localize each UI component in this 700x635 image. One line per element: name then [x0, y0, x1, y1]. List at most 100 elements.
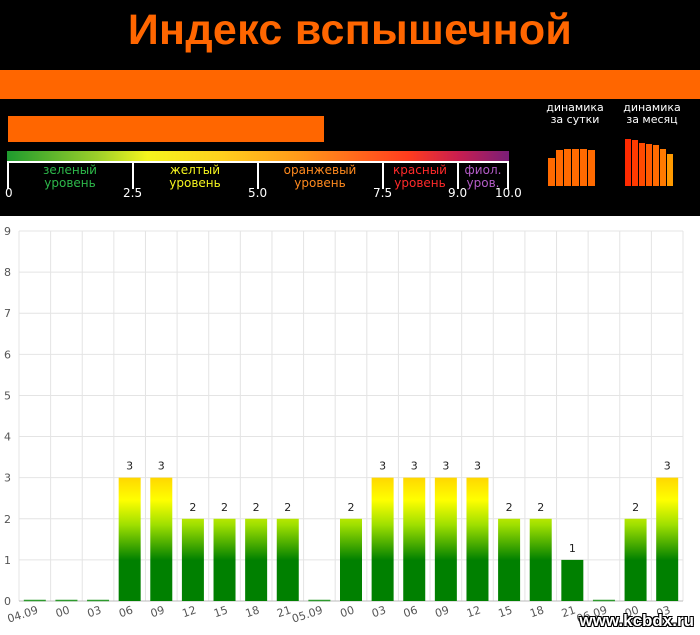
- x-tick-label-11: 03: [370, 603, 387, 620]
- x-tick-label-16: 18: [528, 603, 545, 620]
- level-violet-line2: уров.: [466, 176, 500, 190]
- scale-tick-label-2.5: 2.5: [123, 186, 143, 200]
- dynamics-month-bar-0: [625, 139, 631, 186]
- y-tick-label: 6: [4, 348, 11, 361]
- dynamics-day-bar-5: [588, 150, 595, 186]
- level-violet-line1: фиол.: [464, 163, 502, 177]
- x-tick-label-19: 00: [623, 603, 640, 620]
- title-underline-band: [0, 70, 700, 99]
- scale-tick-9: [457, 161, 459, 189]
- bar-14: [466, 477, 489, 601]
- bar-value-label-13: 3: [442, 460, 449, 473]
- level-green-label: зеленый уровень: [10, 164, 130, 190]
- scale-tick-label-7.5: 7.5: [373, 186, 393, 200]
- bar-12: [403, 477, 426, 601]
- y-tick-label: 3: [4, 472, 11, 485]
- level-yellow-label: желтый уровень: [135, 164, 255, 190]
- bar-value-label-19: 2: [632, 501, 639, 514]
- x-tick-label-3: 06: [117, 603, 134, 620]
- level-green-line1: зеленый: [43, 163, 97, 177]
- dynamics-day-title-line2: за сутки: [550, 113, 600, 126]
- dynamics-day-title-line1: динамика: [546, 101, 604, 114]
- x-tick-label-6: 15: [212, 603, 229, 620]
- bar-6: [213, 518, 236, 601]
- bar-16: [529, 518, 552, 601]
- y-tick-label: 7: [4, 307, 11, 320]
- watermark-text: www.kcbdx.ru: [579, 611, 694, 630]
- bar-value-label-17: 1: [569, 542, 576, 555]
- y-tick-label: 1: [4, 554, 11, 567]
- x-tick-label-20: 03: [655, 603, 672, 620]
- y-tick-label: 8: [4, 266, 11, 279]
- x-tick-label-7: 18: [244, 603, 261, 620]
- bar-7: [245, 518, 268, 601]
- bar-13: [434, 477, 457, 601]
- bar-value-label-8: 2: [284, 501, 291, 514]
- y-tick-label: 2: [4, 513, 11, 526]
- bar-value-label-3: 3: [126, 460, 133, 473]
- y-tick-label: 0: [4, 595, 11, 608]
- dynamics-month-bar-1: [632, 140, 638, 186]
- level-yellow-line1: желтый: [169, 163, 221, 177]
- x-tick-label-4: 09: [149, 603, 166, 620]
- level-red-label: красный уровень: [385, 164, 455, 190]
- level-orange-label: оранжевый уровень: [260, 164, 380, 190]
- dynamics-day-bar-0: [548, 158, 555, 186]
- x-tick-label-9: 05.09: [290, 603, 324, 625]
- level-violet-label: фиол. уров.: [459, 164, 507, 190]
- bar-value-label-11: 3: [379, 460, 386, 473]
- x-tick-label-1: 00: [54, 603, 71, 620]
- bar-5: [181, 518, 204, 601]
- bar-4: [150, 477, 173, 601]
- dynamics-day-bar-1: [556, 150, 563, 186]
- x-tick-label-5: 12: [180, 603, 197, 620]
- level-yellow-line2: уровень: [169, 176, 221, 190]
- bar-value-label-14: 3: [474, 460, 481, 473]
- x-tick-label-17: 21: [560, 603, 577, 620]
- dynamics-month-bar-3: [646, 144, 652, 186]
- bar-10: [340, 518, 362, 601]
- bar-value-label-5: 2: [189, 501, 196, 514]
- x-tick-label-13: 09: [433, 603, 450, 620]
- bar-value-label-20: 3: [664, 460, 671, 473]
- level-orange-line2: уровень: [294, 176, 346, 190]
- bar-value-label-12: 3: [411, 460, 418, 473]
- scale-tick-10: [507, 161, 509, 189]
- bar-value-label-16: 2: [537, 501, 544, 514]
- bar-value-label-6: 2: [221, 501, 228, 514]
- bar-value-label-10: 2: [348, 501, 355, 514]
- header-panel: Индекс вспышечной активности зеленый уро…: [0, 0, 700, 216]
- bar-value-label-15: 2: [506, 501, 513, 514]
- level-red-line1: красный: [393, 163, 447, 177]
- bar-value-label-4: 3: [158, 460, 165, 473]
- scale-tick-5: [257, 161, 259, 189]
- scale-tick-label-10: 10.0: [495, 186, 522, 200]
- scale-gradient: [7, 151, 509, 161]
- dynamics-month-bar-5: [660, 149, 666, 186]
- dynamics-month-title-line1: динамика: [623, 101, 681, 114]
- dynamics-day-bar-3: [572, 149, 579, 186]
- x-tick-label-14: 12: [465, 603, 482, 620]
- dynamics-month-title: динамика за месяц: [612, 102, 692, 126]
- dynamics-month-bar-6: [667, 154, 673, 186]
- level-orange-line1: оранжевый: [283, 163, 357, 177]
- dynamics-month-bar-4: [653, 145, 659, 186]
- scale-tick-label-5: 5.0: [248, 186, 268, 200]
- scale-tick-2.5: [132, 161, 134, 189]
- bar-19: [624, 518, 647, 601]
- bar-3: [118, 477, 141, 601]
- bar-15: [498, 518, 521, 601]
- bar-value-label-7: 2: [253, 501, 260, 514]
- chart-bars: [23, 477, 679, 602]
- scale-tick-7.5: [382, 161, 384, 189]
- dynamics-month-title-line2: за месяц: [626, 113, 678, 126]
- dynamics-day-title: динамика за сутки: [535, 102, 615, 126]
- level-green-line2: уровень: [44, 176, 96, 190]
- scale-tick-label-0: 0: [5, 186, 13, 200]
- y-tick-label: 5: [4, 389, 11, 402]
- dynamics-month-bar-2: [639, 143, 645, 186]
- x-tick-label-10: 00: [339, 603, 356, 620]
- x-tick-label-8: 21: [275, 603, 292, 620]
